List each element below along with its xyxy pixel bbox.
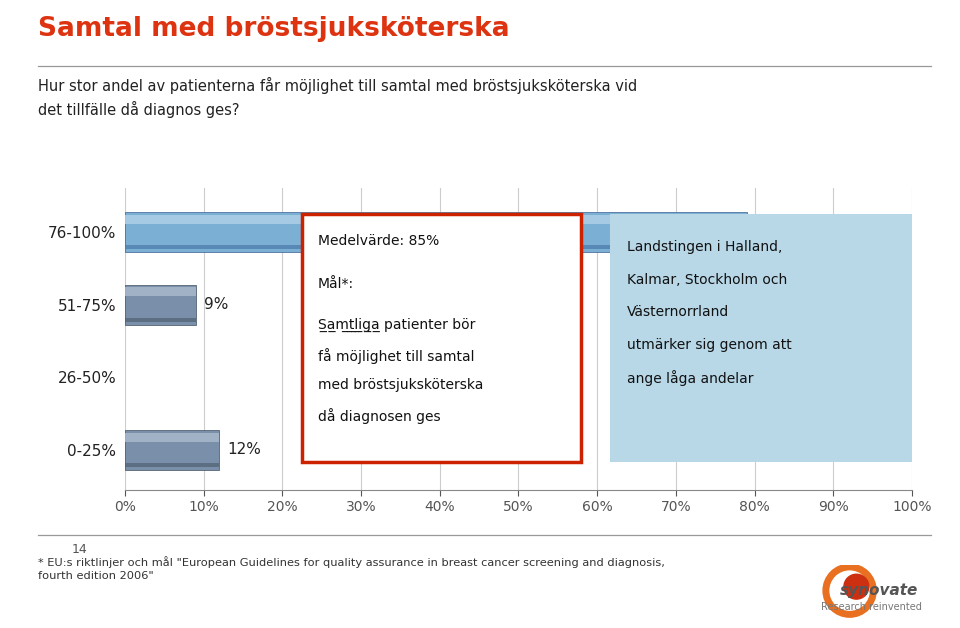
Text: S̲a̲m̲t̲l̲i̲g̲a̲ patienter bör: S̲a̲m̲t̲l̲i̲g̲a̲ patienter bör bbox=[318, 318, 475, 332]
Text: med bröstsjuksköterska: med bröstsjuksköterska bbox=[318, 378, 483, 392]
Bar bbox=[125, 212, 747, 252]
Text: * EU:s riktlinjer och mål "European Guidelines for quality assurance in breast c: * EU:s riktlinjer och mål "European Guid… bbox=[38, 556, 665, 581]
Bar bbox=[125, 284, 196, 325]
Text: 79%: 79% bbox=[755, 224, 788, 239]
Text: Medelvärde: 85%: Medelvärde: 85% bbox=[318, 234, 439, 247]
Bar bbox=[125, 215, 747, 224]
Text: 12%: 12% bbox=[228, 442, 261, 457]
Text: Mål*:: Mål*: bbox=[318, 278, 354, 291]
Text: synovate: synovate bbox=[840, 583, 919, 598]
Text: få möjlighet till samtal: få möjlighet till samtal bbox=[318, 348, 474, 364]
Text: Landstingen i Halland,: Landstingen i Halland, bbox=[627, 240, 782, 254]
Text: Samtal med bröstsjuksköterska: Samtal med bröstsjuksköterska bbox=[38, 16, 510, 41]
Bar bbox=[125, 430, 219, 470]
Bar bbox=[125, 288, 196, 296]
Text: då diagnosen ges: då diagnosen ges bbox=[318, 408, 441, 425]
Text: Västernorrland: Västernorrland bbox=[627, 305, 730, 319]
Text: Kalmar, Stockholm och: Kalmar, Stockholm och bbox=[627, 273, 787, 286]
Text: Hur stor andel av patienterna får möjlighet till samtal med bröstsjuksköterska v: Hur stor andel av patienterna får möjlig… bbox=[38, 77, 637, 117]
Circle shape bbox=[844, 574, 869, 599]
Bar bbox=[125, 463, 219, 467]
Bar bbox=[125, 245, 747, 249]
Text: 14: 14 bbox=[72, 543, 87, 556]
Text: utmärker sig genom att: utmärker sig genom att bbox=[627, 338, 792, 352]
Text: Research reinvented: Research reinvented bbox=[821, 602, 922, 612]
Text: 9%: 9% bbox=[204, 297, 228, 312]
Bar bbox=[125, 318, 196, 322]
Text: ange låga andelar: ange låga andelar bbox=[627, 371, 754, 386]
Bar bbox=[125, 433, 219, 441]
